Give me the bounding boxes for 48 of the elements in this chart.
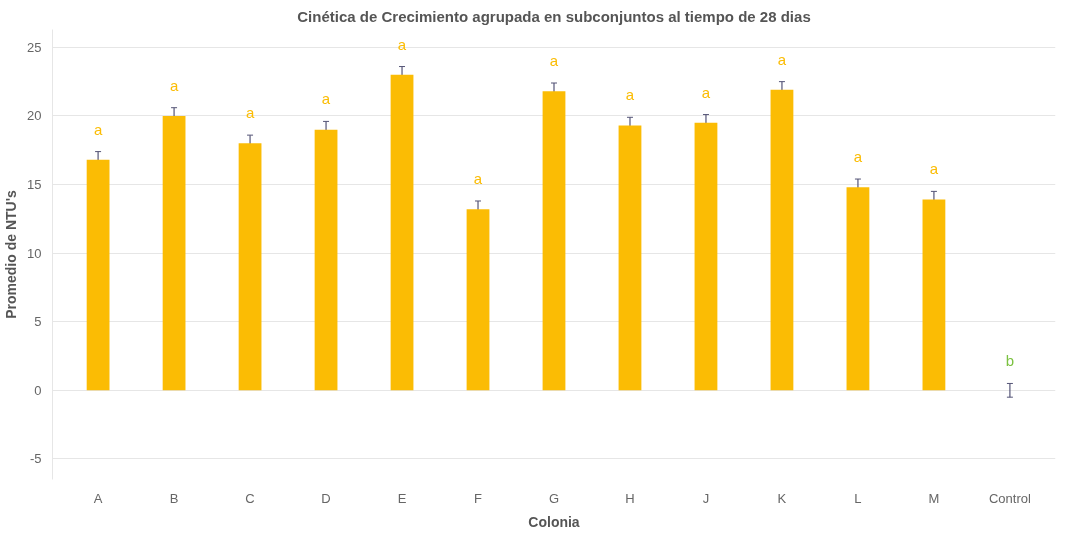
data-label: a (853, 148, 863, 166)
x-tick-label: Control (988, 490, 1031, 506)
data-label: a (549, 52, 559, 70)
data-label: a (625, 86, 635, 104)
x-tick-label: L (854, 490, 862, 506)
bar (618, 125, 642, 391)
bar (846, 187, 870, 391)
y-tick-label: 0 (34, 382, 42, 398)
data-label: a (777, 50, 787, 68)
x-tick-label: K (777, 490, 787, 506)
y-tick-label: 10 (27, 245, 42, 261)
y-tick-label: 5 (34, 314, 42, 330)
y-tick-label: -5 (29, 451, 42, 467)
bar (238, 143, 262, 391)
data-label: a (169, 76, 179, 94)
y-axis-title: Promedio de NTU's (3, 190, 20, 319)
data-label: a (929, 160, 939, 178)
bar (694, 122, 718, 391)
bar (162, 115, 186, 391)
chart-title: Cinética de Crecimiento agrupada en subconjuntos al tiempo de 28 dias (297, 7, 811, 25)
y-tick-label: 15 (27, 177, 42, 193)
x-tick-label: D (321, 490, 331, 506)
bar (922, 199, 946, 391)
data-label: b (1005, 352, 1015, 370)
bar (542, 91, 566, 391)
x-tick-label: E (397, 490, 407, 506)
x-tick-label: F (474, 490, 483, 506)
x-tick-label: H (625, 490, 635, 506)
y-tick-label: 25 (27, 39, 42, 55)
x-tick-label: C (245, 490, 255, 506)
bar (770, 89, 794, 391)
x-axis-title: Colonia (528, 513, 580, 530)
x-tick-label: G (548, 490, 560, 506)
x-tick-label: J (702, 490, 710, 506)
bar (86, 159, 110, 391)
bar (314, 129, 338, 391)
data-label: a (397, 35, 407, 53)
data-label: a (245, 104, 255, 122)
x-tick-label: A (93, 490, 103, 506)
data-label: a (473, 169, 483, 187)
bar (466, 209, 490, 391)
x-tick-label: M (928, 490, 940, 506)
y-tick-label: 20 (27, 108, 42, 124)
x-tick-label: B (169, 490, 179, 506)
data-label: a (321, 90, 331, 108)
data-label: a (93, 120, 103, 138)
bar (390, 74, 414, 391)
data-label: a (701, 83, 711, 101)
